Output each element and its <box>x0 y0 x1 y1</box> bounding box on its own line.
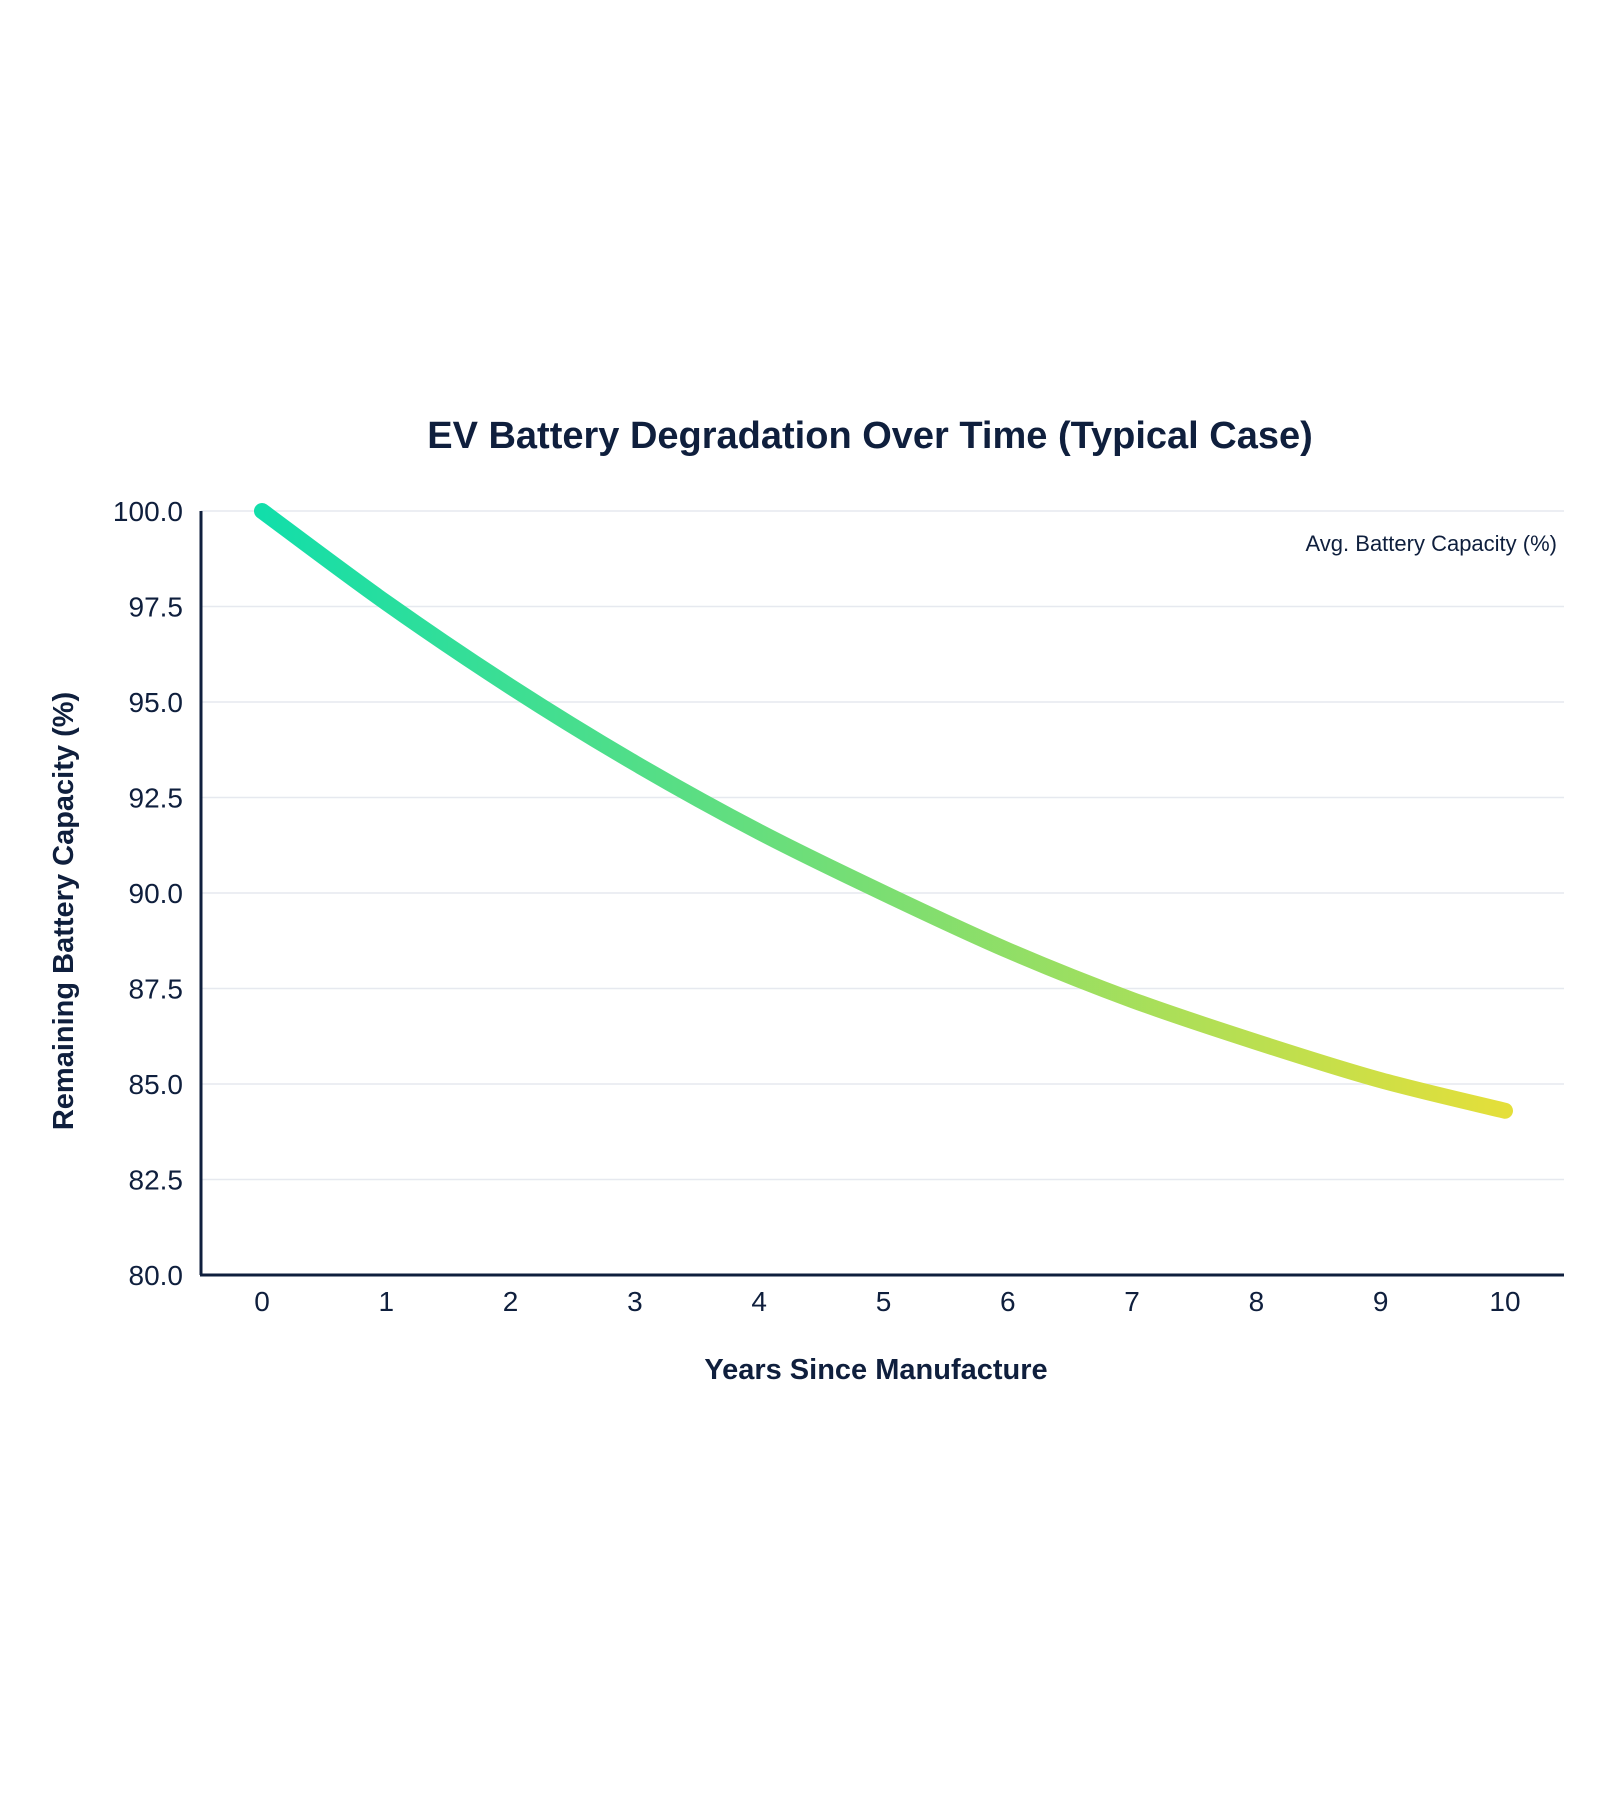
legend-label: Avg. Battery Capacity (%) <box>1306 531 1557 556</box>
y-axis-title: Remaining Battery Capacity (%) <box>48 692 80 1130</box>
y-tick-label: 100.0 <box>113 496 183 527</box>
x-tick-label: 4 <box>751 1286 767 1317</box>
y-axis-ticks: 80.0 82.5 85.0 87.5 90.0 92.5 95.0 97.5 100.0 <box>113 496 183 1291</box>
y-tick-label: 80.0 <box>129 1260 184 1291</box>
x-tick-label: 1 <box>379 1286 395 1317</box>
x-axis-title: Years Since Manufacture <box>704 1354 1047 1386</box>
legend: Avg. Battery Capacity (%) <box>1225 531 1557 556</box>
x-tick-label: 8 <box>1249 1286 1265 1317</box>
x-tick-label: 0 <box>254 1286 270 1317</box>
y-tick-label: 95.0 <box>129 687 184 718</box>
x-tick-label: 6 <box>1000 1286 1016 1317</box>
y-tick-label: 97.5 <box>129 592 184 623</box>
x-tick-label: 5 <box>876 1286 892 1317</box>
y-tick-label: 82.5 <box>129 1165 184 1196</box>
series-line-avg-battery-capacity <box>254 503 1513 1119</box>
y-tick-label: 87.5 <box>129 974 184 1005</box>
x-tick-label: 7 <box>1124 1286 1140 1317</box>
x-tick-label: 2 <box>503 1286 519 1317</box>
x-tick-label: 9 <box>1373 1286 1389 1317</box>
x-tick-label: 10 <box>1489 1286 1520 1317</box>
y-tick-label: 85.0 <box>129 1069 184 1100</box>
chart-title: EV Battery Degradation Over Time (Typica… <box>427 415 1313 457</box>
x-tick-label: 3 <box>627 1286 643 1317</box>
y-tick-label: 92.5 <box>129 783 184 814</box>
y-tick-label: 90.0 <box>129 878 184 909</box>
grid-lines <box>201 510 1564 1181</box>
x-axis-ticks: 0 1 2 3 4 5 6 7 8 9 10 <box>254 1286 1520 1317</box>
